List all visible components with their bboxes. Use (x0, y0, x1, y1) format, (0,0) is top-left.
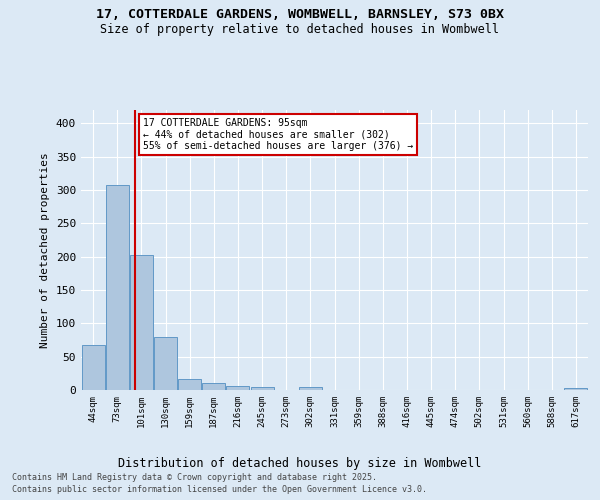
Bar (154, 338, 177, 390)
Y-axis label: Number of detached properties: Number of detached properties (40, 152, 50, 348)
Bar (202, 384, 225, 390)
Text: 17 COTTERDALE GARDENS: 95sqm
← 44% of detached houses are smaller (302)
55% of s: 17 COTTERDALE GARDENS: 95sqm ← 44% of de… (143, 118, 413, 151)
Text: 17, COTTERDALE GARDENS, WOMBWELL, BARNSLEY, S73 0BX: 17, COTTERDALE GARDENS, WOMBWELL, BARNSL… (96, 8, 504, 20)
Text: Distribution of detached houses by size in Wombwell: Distribution of detached houses by size … (118, 458, 482, 470)
Bar (251, 388, 274, 390)
Bar (82, 346, 104, 390)
Bar (106, 184, 128, 390)
Bar (299, 388, 322, 390)
Text: Contains public sector information licensed under the Open Government Licence v3: Contains public sector information licen… (12, 485, 427, 494)
Bar (130, 256, 153, 390)
Text: Size of property relative to detached houses in Wombwell: Size of property relative to detached ho… (101, 22, 499, 36)
Bar (565, 388, 587, 390)
Bar (178, 378, 201, 390)
Bar (226, 386, 250, 390)
Text: Contains HM Land Registry data © Crown copyright and database right 2025.: Contains HM Land Registry data © Crown c… (12, 472, 377, 482)
